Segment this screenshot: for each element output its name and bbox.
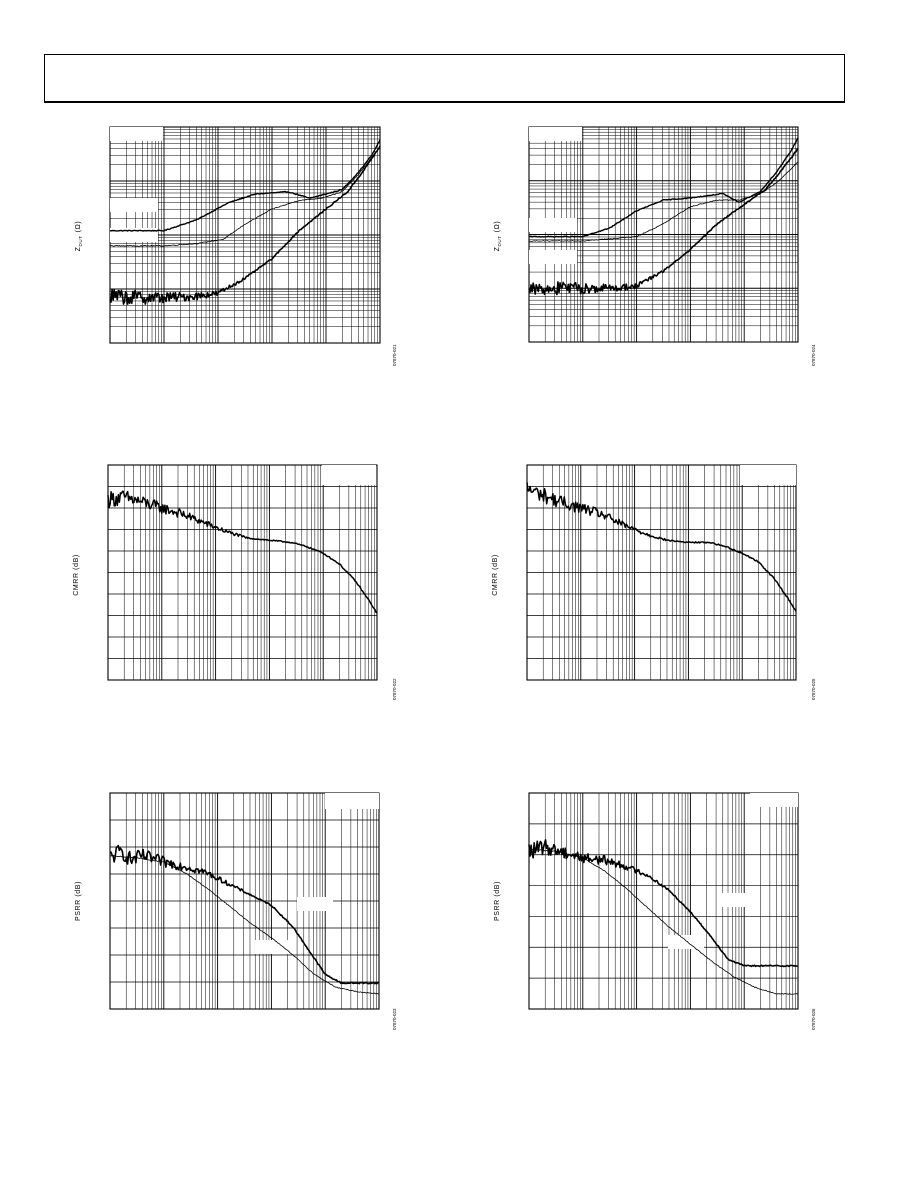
legend-box bbox=[255, 940, 291, 954]
chart-5-grid bbox=[528, 792, 798, 1010]
y-axis-label: CMRR (dB) bbox=[73, 554, 80, 596]
figure-code: 07870-021 bbox=[392, 344, 397, 366]
series-line-0 bbox=[528, 137, 799, 238]
series-line-0 bbox=[109, 844, 380, 985]
series-line-0 bbox=[107, 490, 378, 614]
series-line-1 bbox=[109, 146, 381, 247]
legend-box bbox=[110, 198, 158, 212]
y-axis-label-unit: (Ω) bbox=[75, 221, 82, 233]
y-axis-label-sub: DUT bbox=[78, 235, 83, 246]
legend-box bbox=[718, 893, 754, 907]
chart-2-grid bbox=[109, 792, 379, 1010]
series-line-1 bbox=[528, 848, 799, 995]
series-line-1 bbox=[109, 855, 380, 995]
y-axis-label-sub: DUT bbox=[497, 235, 502, 246]
page-header bbox=[44, 54, 845, 103]
y-axis-label: CMRR (dB) bbox=[492, 554, 499, 596]
legend-box bbox=[325, 793, 379, 809]
figure-code: 07870-023 bbox=[392, 1008, 397, 1030]
figure-code: 07870-025 bbox=[811, 678, 816, 700]
chart-4-grid bbox=[526, 464, 796, 681]
legend-box bbox=[750, 793, 798, 807]
legend-box bbox=[529, 218, 577, 232]
y-axis-label: PSRR (dB) bbox=[494, 881, 501, 921]
legend-box bbox=[110, 127, 163, 141]
y-axis-label: PSRR (dB) bbox=[75, 881, 82, 921]
chart-5-frame bbox=[528, 792, 799, 1010]
series-line-1 bbox=[528, 161, 799, 242]
y-axis-label-main: Z bbox=[75, 246, 82, 251]
series-line-2 bbox=[528, 147, 799, 296]
series-line-0 bbox=[526, 482, 797, 612]
legend-box bbox=[668, 935, 704, 949]
figure-code: 07870-022 bbox=[392, 678, 397, 700]
figure-code: 07870-024 bbox=[811, 344, 816, 366]
chart-4-frame bbox=[526, 464, 797, 681]
chart-1-frame bbox=[107, 464, 378, 681]
legend-box bbox=[740, 465, 796, 485]
y-axis-label: ZDUT (Ω) bbox=[494, 221, 502, 252]
y-axis-label-main: Z bbox=[494, 246, 501, 251]
chart-3-frame bbox=[528, 126, 799, 343]
legend-box bbox=[297, 897, 333, 911]
legend-box bbox=[322, 465, 376, 485]
legend-box bbox=[529, 250, 577, 264]
chart-2-frame bbox=[109, 792, 380, 1010]
y-axis-label: ZDUT (Ω) bbox=[75, 221, 83, 252]
y-axis-label-unit: (Ω) bbox=[494, 221, 501, 233]
figure-code: 07870-026 bbox=[811, 1008, 816, 1030]
series-line-2 bbox=[109, 145, 381, 305]
legend-box bbox=[529, 127, 582, 141]
series-line-0 bbox=[109, 139, 381, 232]
